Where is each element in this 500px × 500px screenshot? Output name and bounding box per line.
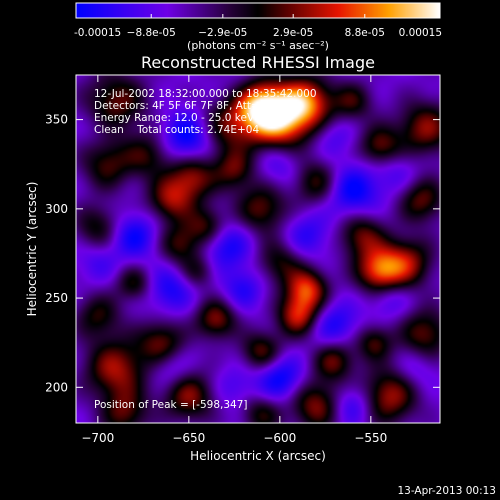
x-tick-label: −700 — [81, 431, 114, 445]
peak-position-label: Position of Peak = [-598,347] — [94, 399, 248, 411]
plot-frame — [75, 74, 441, 424]
annotation-counts: Clean Total counts: 2.74E+04 — [94, 124, 259, 136]
colorbar-frame — [75, 2, 441, 19]
x-axis-label: Heliocentric X (arcsec) — [190, 449, 326, 463]
x-tick-label: −550 — [354, 431, 387, 445]
colorbar-gradient — [76, 3, 440, 18]
chart-title: Reconstructed RHESSI Image — [141, 53, 375, 72]
colorbar-ticks: -0.00015 −8.8e-05 −2.9e-05 2.9e-05 8.8e-05 0.… — [74, 14, 442, 39]
y-tick-label: 250 — [45, 291, 68, 305]
y-tick-label: 200 — [45, 380, 68, 394]
colorbar-tick-label: 0.00015 — [399, 27, 442, 39]
colorbar-tick-label: −2.9e-05 — [198, 27, 247, 39]
y-tick-label: 300 — [45, 202, 68, 216]
colorbar-tick-label: -0.00015 — [74, 27, 121, 39]
y-axis-ticks: 200 250 300 350 — [45, 113, 440, 394]
annotation-detectors: Detectors: 4F 5F 6F 7F 8F, Att=1 — [94, 100, 266, 112]
annotation-block: 12-Jul-2002 18:32:00.000 to 18:35:42.000… — [94, 88, 317, 411]
y-axis-label: Heliocentric Y (arcsec) — [25, 182, 39, 317]
x-tick-label: −600 — [263, 431, 296, 445]
colorbar-unit-label: (photons cm⁻² s⁻¹ asec⁻²) — [187, 39, 329, 52]
colorbar-tick-label: −8.8e-05 — [127, 27, 176, 39]
annotation-time-range: 12-Jul-2002 18:32:00.000 to 18:35:42.000 — [94, 88, 317, 100]
colorbar: -0.00015 −8.8e-05 −2.9e-05 2.9e-05 8.8e-05 0.… — [74, 2, 442, 52]
heatmap-image — [76, 75, 440, 423]
plot-area: −700 −650 −600 −550 200 250 300 350 — [45, 74, 441, 445]
y-tick-label: 350 — [45, 113, 68, 127]
x-tick-label: −650 — [172, 431, 205, 445]
x-axis-ticks: −700 −650 −600 −550 — [81, 75, 387, 445]
colorbar-tick-label: 2.9e-05 — [273, 27, 313, 39]
footer-timestamp: 13-Apr-2013 00:13 — [397, 485, 496, 497]
colorbar-tick-label: 8.8e-05 — [345, 27, 385, 39]
annotation-energy-range: Energy Range: 12.0 - 25.0 keV — [94, 112, 255, 124]
